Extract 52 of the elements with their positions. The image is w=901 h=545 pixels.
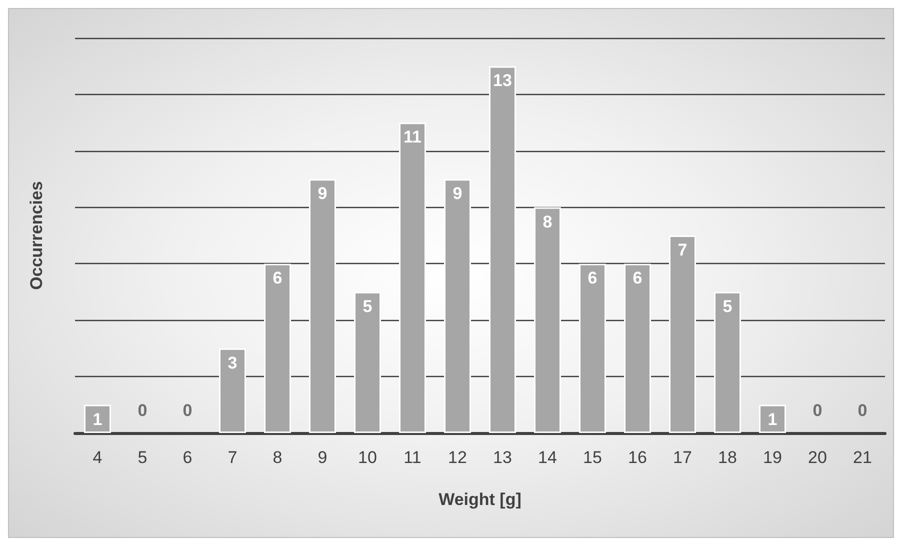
- x-tick-label: 14: [538, 448, 557, 467]
- bar: [489, 66, 516, 433]
- data-label: 6: [272, 268, 282, 288]
- data-label: 9: [452, 184, 462, 204]
- data-label: 0: [138, 401, 148, 420]
- x-tick-label: 7: [228, 448, 238, 467]
- data-label: 5: [722, 296, 732, 316]
- bar: [264, 264, 291, 433]
- x-tick-label: 21: [853, 448, 872, 467]
- bar: [444, 179, 471, 433]
- bar: [84, 404, 111, 433]
- x-tick-label: 6: [182, 448, 192, 467]
- x-tick-label: 17: [673, 448, 692, 467]
- data-label: 9: [318, 184, 328, 204]
- data-label: 6: [588, 268, 598, 288]
- x-tick-label: 10: [358, 448, 377, 467]
- x-tick-label: 9: [318, 448, 328, 467]
- data-label: 7: [678, 240, 688, 260]
- x-axis-title: Weight [g]: [438, 490, 522, 509]
- x-tick-label: 13: [493, 448, 512, 467]
- data-label: 0: [812, 401, 822, 420]
- data-label: 6: [632, 268, 642, 288]
- y-axis-title: Occurrencies: [27, 181, 46, 290]
- bar: [219, 348, 246, 433]
- bar: [624, 264, 651, 433]
- x-tick-label: 15: [583, 448, 602, 467]
- data-label: 11: [404, 128, 422, 147]
- data-label: 3: [228, 353, 238, 372]
- x-tick-label: 8: [272, 448, 282, 467]
- bar: [759, 404, 786, 433]
- x-tick-label: 11: [404, 448, 422, 467]
- bar: [534, 207, 561, 433]
- x-tick-label: 5: [138, 448, 148, 467]
- data-label: 1: [768, 410, 778, 429]
- bar: [399, 122, 426, 433]
- data-label: 1: [92, 410, 102, 429]
- x-tick-label: 4: [92, 448, 102, 467]
- bar: [354, 292, 381, 433]
- data-label: 5: [362, 296, 372, 316]
- data-label: 13: [493, 71, 512, 90]
- x-tick-label: 20: [808, 448, 827, 467]
- x-tick-label: 18: [718, 448, 737, 467]
- data-label: 0: [182, 401, 192, 420]
- bar: [309, 179, 336, 433]
- data-label: 8: [542, 212, 552, 232]
- x-tick-label: 12: [448, 448, 467, 467]
- data-label: 0: [858, 401, 868, 420]
- bar: [669, 236, 696, 433]
- x-tick-label: 19: [763, 448, 782, 467]
- x-tick-label: 16: [628, 448, 647, 467]
- bar: [714, 292, 741, 433]
- bar: [579, 264, 606, 433]
